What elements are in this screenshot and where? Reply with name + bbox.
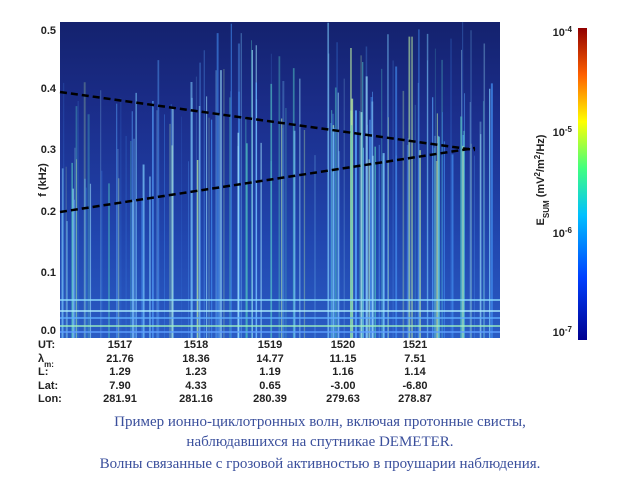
row-label-text: Lat: [38,380,58,392]
caption-line: наблюдавшихся на спутникае DEMETER. [186,434,453,450]
cell: 280.39 [253,393,287,405]
colorbar-label: ESUM (mV2/m2/Hz) [533,134,551,225]
tick-base: 10 [553,27,565,39]
dashed-line [59,90,476,152]
cell: 1.29 [109,366,130,378]
colorbar-tick-label: 10-6 [553,226,573,241]
cell: 0.65 [259,380,280,392]
cell: 278.87 [398,393,432,405]
cell: 1.19 [259,366,280,378]
cell: 11.15 [330,353,357,365]
colorbar-tick-label: 10-4 [553,25,573,40]
cell: 14.77 [256,353,284,365]
spectrogram-texture [60,22,500,338]
row-label-text: UT: [38,339,55,351]
y-tick-label: 0.3 [41,144,56,156]
cell: 281.16 [179,393,213,405]
row-label: UT: [38,339,55,351]
cell: 18.36 [182,353,210,365]
cell: 1519 [258,339,282,351]
colorbar [578,28,587,340]
cell: 1.14 [404,366,426,378]
tick-exponent: -6 [565,226,573,235]
row-label: λm: [38,353,54,369]
colorbar-tick-label: 10-5 [553,125,573,140]
cell: 1518 [184,339,208,351]
tick-exponent: -4 [565,25,573,34]
cell: 4.33 [185,380,206,392]
cell: 279.63 [326,393,360,405]
tick-exponent: -5 [565,125,573,134]
row-label: Lon: [38,393,62,405]
cell: 21.76 [106,353,134,365]
cell: 1.23 [185,366,206,378]
cell: 7.90 [109,380,130,392]
y-axis-label: f (kHz) [37,163,49,197]
row-label: L: [38,366,48,378]
tick-base: 10 [553,327,565,339]
cell: 1.16 [332,366,353,378]
tick-base: 10 [553,127,565,139]
row-label: Lat: [38,380,58,392]
y-tick-label: 0.0 [41,325,56,337]
cell: 7.51 [404,353,425,365]
row-label-text: λ [38,353,44,365]
cell: -6.80 [402,380,427,392]
cell: 1521 [403,339,427,351]
y-tick-label: 0.5 [41,25,56,37]
caption-line: Волны связанные с грозовой активностью в… [100,456,541,472]
cell: 281.91 [103,393,137,405]
row-label-sub: m: [44,360,54,369]
dashed-line [59,146,476,214]
row-label-text: L: [38,366,48,378]
cell: 1517 [108,339,132,351]
tick-base: 10 [553,228,565,240]
colorbar-tick-label: 10-7 [553,325,573,340]
caption-line: Пример ионно-циклотронных волн, включая … [114,414,526,430]
y-tick-label: 0.4 [41,83,57,95]
cell: 1520 [331,339,355,351]
cell: -3.00 [330,380,355,392]
y-tick-label: 0.2 [41,206,56,218]
row-label-text: Lon: [38,393,62,405]
tick-exponent: -7 [565,325,573,334]
y-tick-label: 0.1 [41,267,56,279]
